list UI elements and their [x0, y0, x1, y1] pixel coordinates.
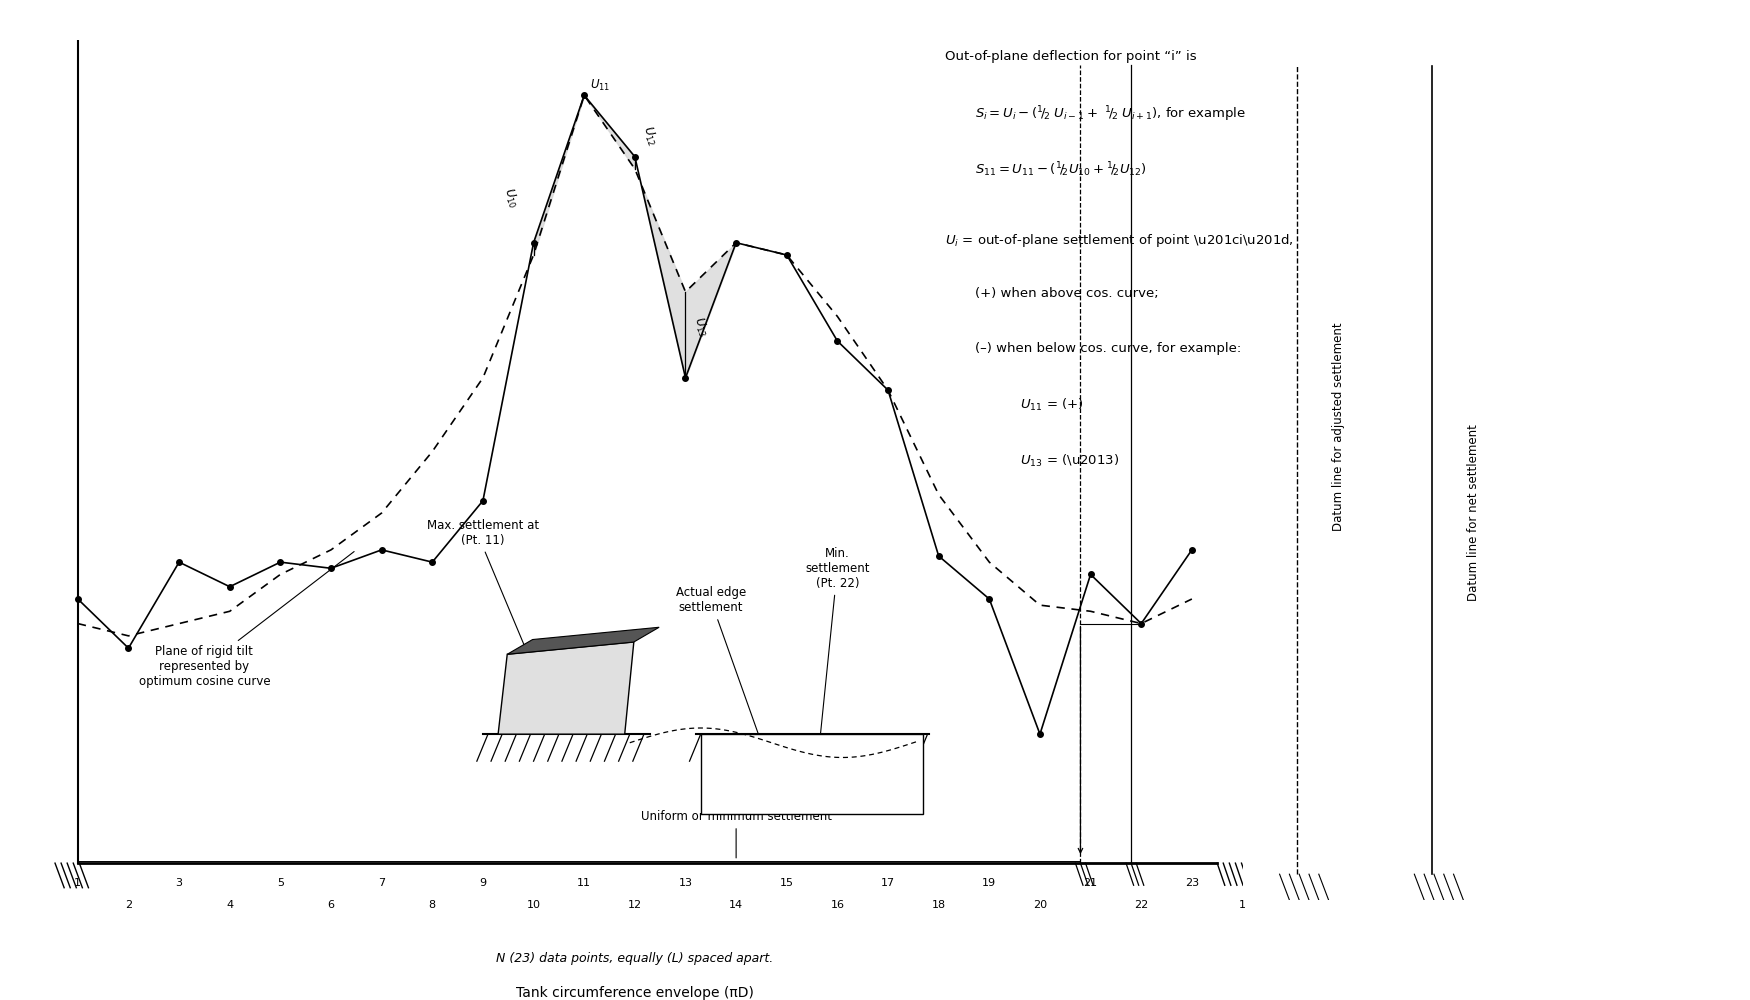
Text: 6: 6 — [327, 900, 334, 910]
Text: $U_{13}$: $U_{13}$ — [690, 315, 710, 339]
Text: 11: 11 — [578, 878, 592, 888]
Text: Plane of rigid tilt
represented by
optimum cosine curve: Plane of rigid tilt represented by optim… — [138, 552, 354, 688]
Text: 15: 15 — [780, 878, 794, 888]
Text: 22: 22 — [1134, 900, 1148, 910]
Text: 23: 23 — [1185, 878, 1199, 888]
Text: Tank circumference envelope (πD): Tank circumference envelope (πD) — [516, 986, 754, 1000]
Text: $S_i = U_i - (^1\!/\!_2\ U_{i-1}+\ ^1\!/\!_2\ U_{i+1})$, for example: $S_i = U_i - (^1\!/\!_2\ U_{i-1}+\ ^1\!/… — [975, 105, 1246, 124]
Text: Out-of-plane deflection for point “i” is: Out-of-plane deflection for point “i” is — [945, 50, 1197, 63]
Text: N (23) data points, equally (L) spaced apart.: N (23) data points, equally (L) spaced a… — [497, 952, 774, 965]
Text: 2: 2 — [124, 900, 131, 910]
Text: $U_i$ = out-of-plane settlement of point \u201ci\u201d,: $U_i$ = out-of-plane settlement of point… — [945, 232, 1293, 249]
Text: $U_{11}$: $U_{11}$ — [590, 78, 611, 93]
Text: 4: 4 — [226, 900, 233, 910]
Text: 16: 16 — [831, 900, 845, 910]
Text: 19: 19 — [982, 878, 996, 888]
Text: $U_{12}$: $U_{12}$ — [639, 124, 660, 149]
Text: 12: 12 — [628, 900, 642, 910]
Text: 14: 14 — [730, 900, 744, 910]
Text: Min.
settlement
(Pt. 22): Min. settlement (Pt. 22) — [805, 547, 870, 812]
Text: $U_{11}$ = (+): $U_{11}$ = (+) — [1020, 397, 1083, 413]
Text: $U_{10}$: $U_{10}$ — [500, 186, 522, 210]
Text: Uniform or minimum settlement: Uniform or minimum settlement — [640, 810, 831, 858]
Text: Datum line for adjusted settlement: Datum line for adjusted settlement — [1332, 323, 1346, 531]
Text: 1: 1 — [74, 878, 80, 888]
Text: 1: 1 — [1239, 900, 1246, 910]
Text: Actual edge
settlement: Actual edge settlement — [676, 586, 761, 739]
Text: $S_{11} = U_{11} - (^1\!/\!_2 U_{10} + ^1\!/\!_2 U_{12})$: $S_{11} = U_{11} - (^1\!/\!_2 U_{10} + ^… — [975, 160, 1146, 179]
Text: 8: 8 — [429, 900, 436, 910]
Text: (–) when below cos. curve, for example:: (–) when below cos. curve, for example: — [975, 342, 1241, 355]
Text: 20: 20 — [1032, 900, 1046, 910]
Polygon shape — [700, 734, 924, 814]
Text: Max. settlement at
(Pt. 11): Max. settlement at (Pt. 11) — [427, 519, 558, 725]
Text: 10: 10 — [527, 900, 541, 910]
Text: 3: 3 — [175, 878, 182, 888]
Text: 9: 9 — [480, 878, 487, 888]
Text: 18: 18 — [931, 900, 945, 910]
Text: 13: 13 — [679, 878, 693, 888]
Polygon shape — [507, 627, 660, 654]
Text: 5: 5 — [276, 878, 284, 888]
Text: 7: 7 — [378, 878, 385, 888]
Text: Datum line for net settlement: Datum line for net settlement — [1466, 425, 1480, 601]
Text: 17: 17 — [880, 878, 894, 888]
Text: (+) when above cos. curve;: (+) when above cos. curve; — [975, 287, 1158, 300]
Text: 21: 21 — [1083, 878, 1097, 888]
Text: $U_{13}$ = (\u2013): $U_{13}$ = (\u2013) — [1020, 453, 1120, 469]
Polygon shape — [499, 642, 634, 734]
